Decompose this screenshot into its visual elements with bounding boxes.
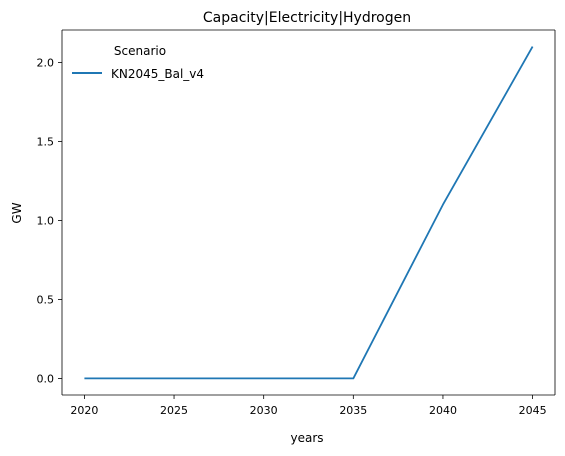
chart-title: Capacity|Electricity|Hydrogen	[203, 10, 411, 26]
plot-area	[62, 30, 555, 395]
y-ticks: 0.0 0.5 1.0 1.5 2.0	[37, 56, 62, 385]
x-axis-label: years	[290, 431, 323, 445]
x-tick-label: 2040	[429, 404, 457, 417]
legend: Scenario KN2045_Bal_v4	[72, 44, 204, 81]
legend-title: Scenario	[114, 44, 166, 58]
y-tick-label: 1.0	[37, 214, 55, 227]
x-tick-label: 2030	[250, 404, 278, 417]
x-tick-label: 2025	[160, 404, 188, 417]
y-tick-label: 2.0	[37, 56, 55, 69]
legend-series-label: KN2045_Bal_v4	[111, 67, 204, 81]
y-tick-label: 1.5	[37, 135, 55, 148]
x-tick-label: 2035	[339, 404, 367, 417]
y-axis-label: GW	[10, 202, 24, 223]
y-tick-label: 0.5	[37, 293, 55, 306]
y-tick-label: 0.0	[37, 372, 55, 385]
x-tick-label: 2045	[519, 404, 547, 417]
series-layer	[84, 46, 534, 380]
x-ticks: 2020 2025 2030 2035 2040 2045	[70, 395, 547, 417]
series-line-0	[84, 46, 534, 380]
x-tick-label: 2020	[70, 404, 98, 417]
